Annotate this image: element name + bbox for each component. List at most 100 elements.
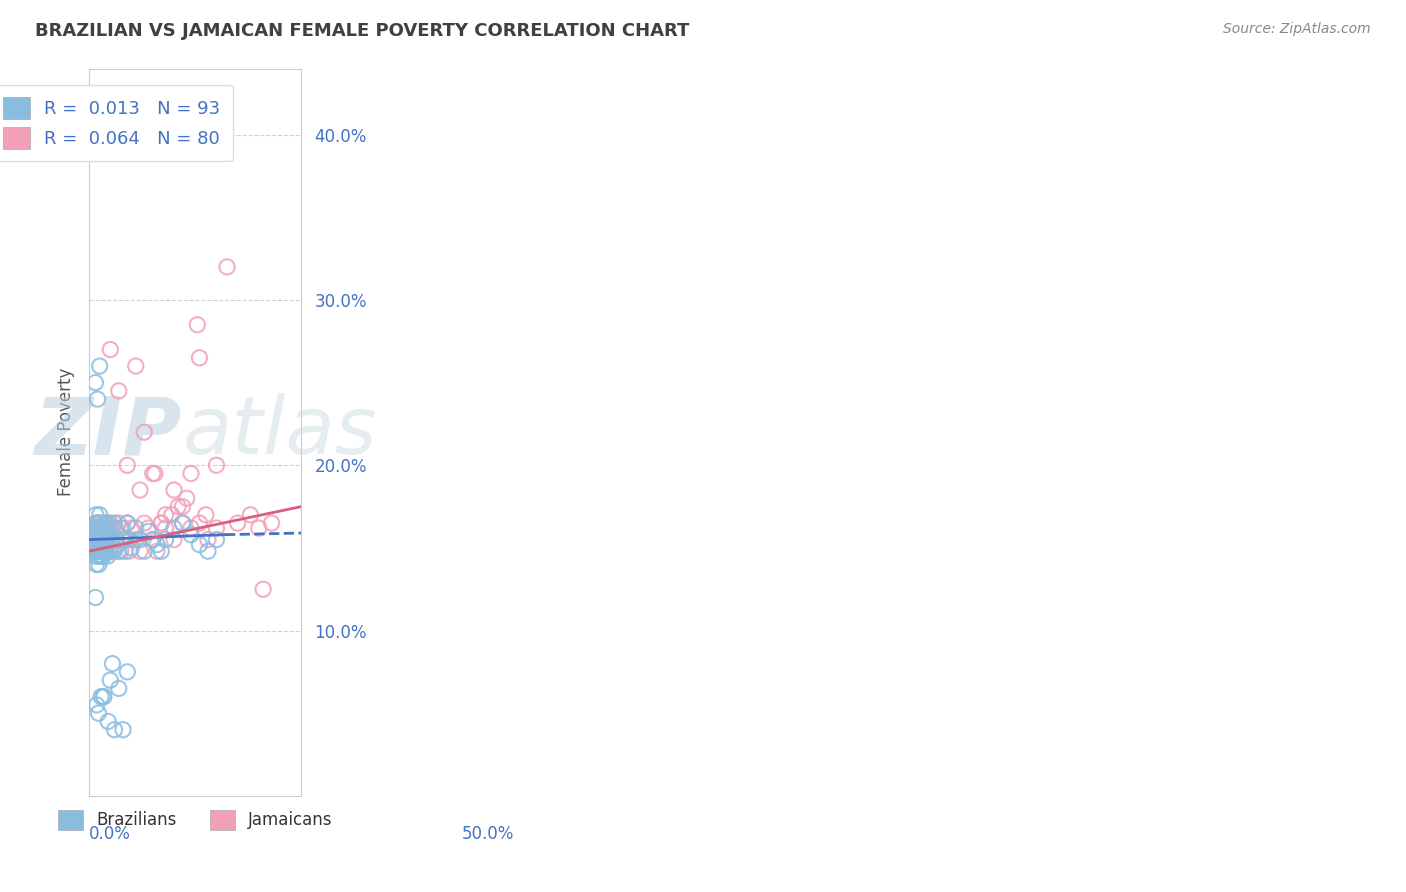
- Point: [167, 500, 190, 514]
- Point: [87, 533, 110, 547]
- Point: [103, 723, 125, 737]
- Point: [94, 516, 117, 530]
- Point: [117, 516, 139, 530]
- Point: [188, 351, 211, 365]
- Point: [82, 544, 104, 558]
- Point: [100, 533, 122, 547]
- Point: [129, 533, 152, 547]
- Point: [125, 359, 148, 373]
- Point: [260, 516, 283, 530]
- Point: [97, 516, 120, 530]
- Point: [186, 318, 208, 332]
- Point: [134, 544, 156, 558]
- Point: [188, 538, 211, 552]
- Point: [87, 541, 110, 555]
- Point: [150, 516, 173, 530]
- Point: [84, 516, 107, 530]
- Point: [107, 681, 129, 696]
- Point: [94, 516, 117, 530]
- Point: [125, 521, 148, 535]
- Point: [91, 544, 114, 558]
- Point: [90, 519, 112, 533]
- Point: [98, 521, 121, 535]
- Point: [105, 533, 128, 547]
- Point: [118, 544, 141, 558]
- Point: [172, 500, 194, 514]
- Point: [83, 533, 105, 547]
- Point: [118, 533, 141, 547]
- Text: 50.0%: 50.0%: [461, 825, 513, 843]
- Point: [180, 527, 202, 541]
- Point: [84, 527, 107, 541]
- Point: [101, 657, 124, 671]
- Point: [226, 516, 249, 530]
- Point: [84, 558, 107, 572]
- Point: [89, 359, 111, 373]
- Point: [87, 558, 110, 572]
- Point: [110, 544, 132, 558]
- Point: [197, 544, 219, 558]
- Point: [86, 392, 108, 406]
- Point: [98, 343, 121, 357]
- Point: [155, 508, 177, 522]
- Point: [138, 521, 160, 535]
- Point: [84, 544, 107, 558]
- Point: [82, 527, 104, 541]
- Point: [239, 508, 262, 522]
- Point: [89, 541, 111, 555]
- Point: [94, 538, 117, 552]
- Point: [90, 690, 112, 704]
- Point: [155, 521, 177, 535]
- Point: [98, 544, 121, 558]
- Text: ZIP: ZIP: [34, 393, 181, 471]
- Point: [96, 533, 118, 547]
- Point: [114, 533, 136, 547]
- Point: [89, 508, 111, 522]
- Point: [90, 544, 112, 558]
- Point: [100, 521, 122, 535]
- Point: [93, 544, 115, 558]
- Point: [101, 544, 124, 558]
- Point: [94, 533, 117, 547]
- Point: [80, 533, 103, 547]
- Point: [86, 516, 108, 530]
- Point: [117, 665, 139, 679]
- Point: [90, 516, 112, 530]
- Point: [107, 538, 129, 552]
- Point: [155, 533, 177, 547]
- Point: [90, 549, 112, 563]
- Point: [176, 491, 198, 506]
- Point: [93, 544, 115, 558]
- Point: [163, 521, 186, 535]
- Point: [90, 549, 112, 563]
- Point: [93, 549, 115, 563]
- Point: [117, 458, 139, 473]
- Point: [87, 516, 110, 530]
- Point: [142, 533, 165, 547]
- Point: [87, 533, 110, 547]
- Point: [89, 533, 111, 547]
- Point: [112, 533, 135, 547]
- Point: [194, 508, 217, 522]
- Point: [89, 544, 111, 558]
- Point: [98, 527, 121, 541]
- Point: [93, 527, 115, 541]
- Point: [91, 521, 114, 535]
- Point: [97, 544, 120, 558]
- Text: atlas: atlas: [183, 393, 377, 471]
- Point: [84, 508, 107, 522]
- Point: [150, 516, 173, 530]
- Point: [110, 521, 132, 535]
- Point: [90, 521, 112, 535]
- Point: [180, 467, 202, 481]
- Point: [205, 533, 228, 547]
- Point: [83, 521, 105, 535]
- Point: [117, 516, 139, 530]
- Point: [86, 521, 108, 535]
- Point: [86, 541, 108, 555]
- Point: [188, 516, 211, 530]
- Text: BRAZILIAN VS JAMAICAN FEMALE POVERTY CORRELATION CHART: BRAZILIAN VS JAMAICAN FEMALE POVERTY COR…: [35, 22, 689, 40]
- Point: [112, 521, 135, 535]
- Point: [142, 533, 165, 547]
- Point: [86, 533, 108, 547]
